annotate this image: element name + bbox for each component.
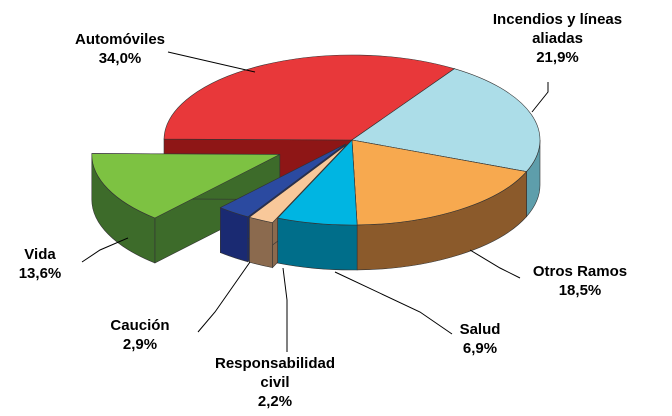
label: Incendios y líneas aliadas 21,9%: [480, 10, 635, 67]
leader-line: [282, 267, 288, 352]
label: Otros Ramos 18,5%: [495, 262, 665, 300]
label-name: Vida: [24, 246, 56, 263]
label: Automóviles 34,0%: [35, 30, 205, 68]
label-value: 6,9%: [462, 340, 498, 357]
label-value: 13,6%: [18, 265, 62, 282]
leader-line: [81, 237, 129, 263]
label-name: Salud: [459, 321, 501, 338]
leader-line: [469, 249, 521, 279]
label-value: 18,5%: [558, 282, 602, 299]
leader-line: [197, 261, 251, 333]
label-value: 34,0%: [98, 50, 142, 67]
leader-line: [167, 51, 256, 73]
leader-line: [531, 82, 549, 113]
label-name: Incendios y líneas aliadas: [492, 11, 623, 47]
label-value: 2,9%: [122, 336, 158, 353]
label-name: Automóviles: [74, 31, 165, 48]
label-name: Otros Ramos: [532, 263, 628, 280]
label: Salud 6,9%: [395, 320, 565, 358]
slice: [277, 139, 358, 226]
slice-side: [277, 217, 358, 271]
slice: [219, 143, 346, 218]
slice: [351, 139, 528, 226]
slice-side: [249, 216, 273, 268]
leader-line: [334, 271, 453, 335]
label-value: 21,9%: [536, 49, 579, 66]
slice: [163, 54, 456, 141]
slice: [351, 68, 541, 172]
slices: [91, 54, 541, 271]
slice: [248, 144, 348, 223]
label: Responsabilidad civil 2,2%: [200, 354, 350, 411]
label-name: Responsabilidad civil: [214, 355, 336, 391]
slice: [91, 153, 280, 219]
label: Vida 13,6%: [0, 245, 125, 283]
label-name: Caución: [110, 317, 170, 334]
label-value: 2,2%: [257, 393, 293, 410]
label: Caución 2,9%: [55, 316, 225, 354]
